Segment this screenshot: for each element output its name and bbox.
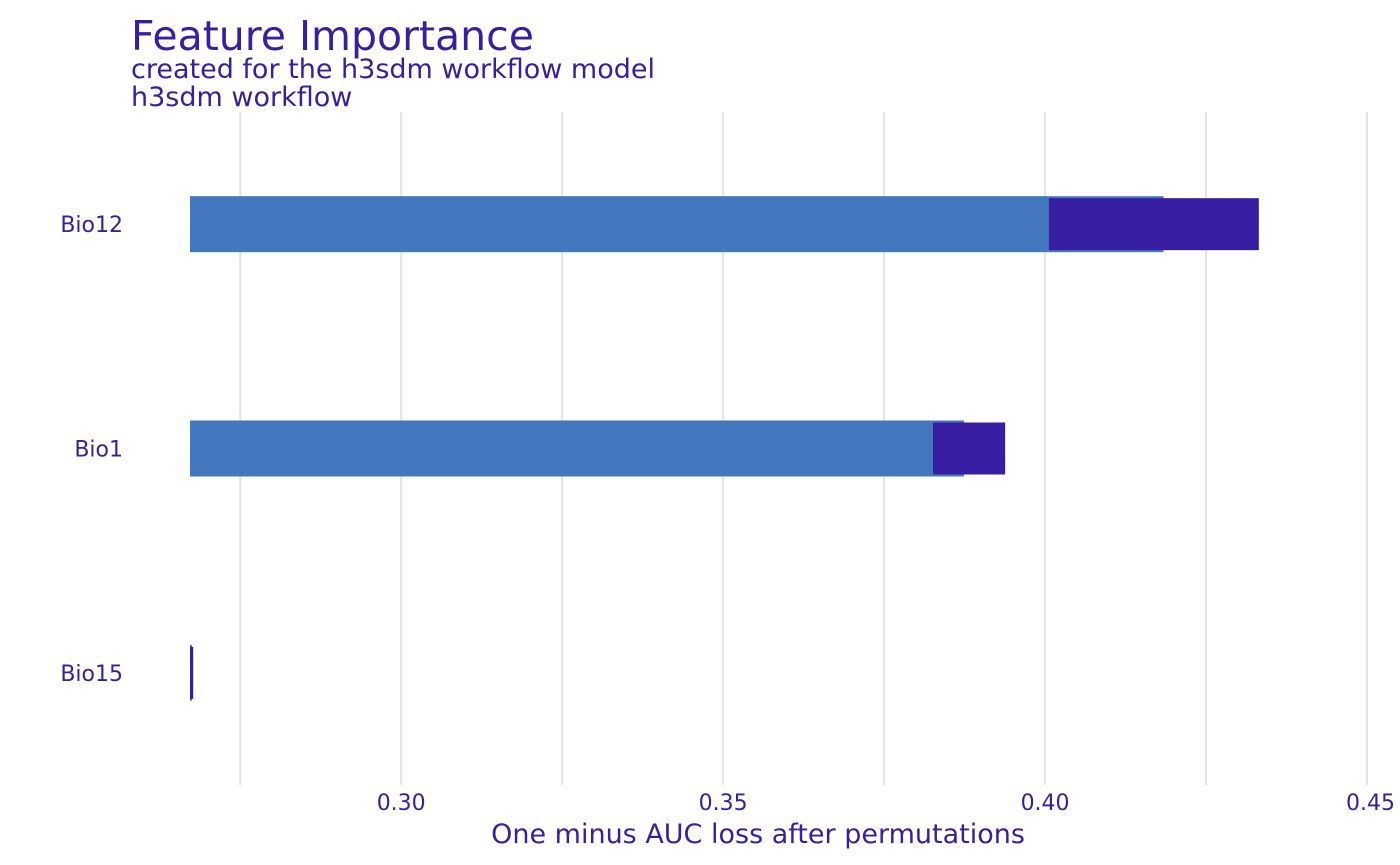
x-axis-label: One minus AUC loss after permutations: [491, 819, 1025, 850]
bars-layer: [190, 196, 1259, 701]
y-tick-labels: Bio12 Bio1 Bio15: [60, 213, 123, 687]
x-tick-labels: 0.30 0.35 0.40 0.45: [377, 791, 1395, 816]
box-bio15: [190, 646, 194, 699]
box-bio12: [1048, 198, 1259, 251]
chart-subtitle-1: created for the h3sdm workflow model: [131, 54, 656, 85]
bar-bio1: [190, 420, 964, 477]
y-tick-label: Bio12: [60, 213, 123, 238]
y-tick-label: Bio15: [60, 662, 123, 687]
box-bio1: [933, 422, 1006, 475]
x-tick-label: 0.40: [1021, 791, 1070, 816]
x-tick-label: 0.45: [1346, 791, 1395, 816]
y-tick-label: Bio1: [74, 438, 123, 463]
chart-title: Feature Importance: [131, 12, 534, 60]
x-tick-label: 0.35: [699, 791, 748, 816]
chart-subtitle-2: h3sdm workflow: [131, 82, 353, 113]
bar-bio12: [190, 196, 1164, 253]
x-tick-label: 0.30: [377, 791, 426, 816]
